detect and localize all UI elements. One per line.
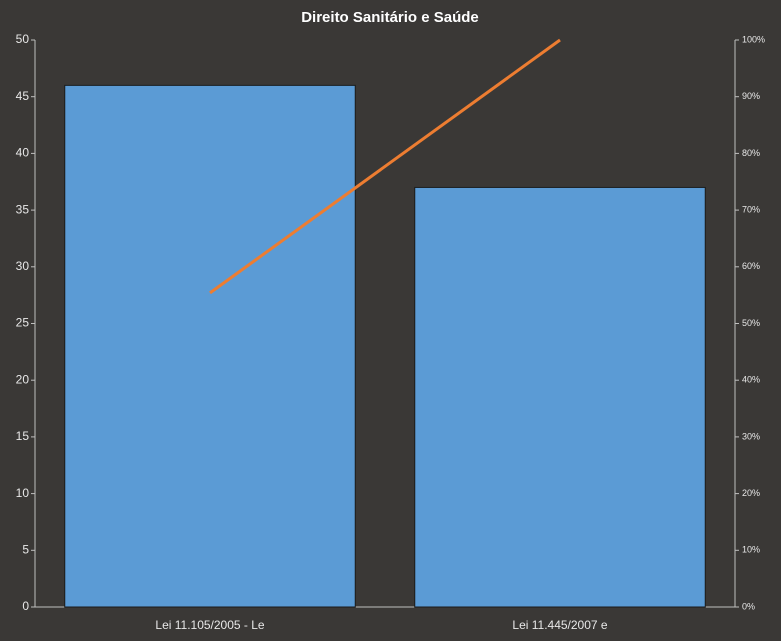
y-tick-label: 45 xyxy=(16,89,30,103)
y2-tick-label: 50% xyxy=(742,318,760,328)
x-tick-label: Lei 11.105/2005 - Le xyxy=(155,618,265,632)
y2-tick-label: 90% xyxy=(742,91,760,101)
y-tick-label: 0 xyxy=(22,599,29,613)
y2-tick-label: 100% xyxy=(742,34,765,44)
y-tick-label: 40 xyxy=(16,146,30,160)
y2-tick-label: 20% xyxy=(742,488,760,498)
y-tick-label: 10 xyxy=(16,486,30,500)
y2-tick-label: 60% xyxy=(742,261,760,271)
line xyxy=(209,38,561,295)
y2-tick-label: 30% xyxy=(742,431,760,441)
y-tick-label: 35 xyxy=(16,202,30,216)
bar xyxy=(64,84,356,608)
y2-tick-label: 40% xyxy=(742,375,760,385)
y-tick-label: 15 xyxy=(16,429,30,443)
y-tick-label: 30 xyxy=(16,259,30,273)
y2-tick-label: 70% xyxy=(742,204,760,214)
bar xyxy=(414,186,706,608)
y-tick-label: 20 xyxy=(16,372,30,386)
y2-tick-label: 10% xyxy=(742,545,760,555)
y2-tick-label: 80% xyxy=(742,148,760,158)
x-tick-label: Lei 11.445/2007 e xyxy=(512,618,608,632)
chart-title: Direito Sanitário e Saúde xyxy=(301,9,479,26)
y-tick-label: 50 xyxy=(16,32,30,46)
y2-tick-label: 0% xyxy=(742,601,755,611)
y-tick-label: 5 xyxy=(22,542,29,556)
y-tick-label: 25 xyxy=(16,316,30,330)
